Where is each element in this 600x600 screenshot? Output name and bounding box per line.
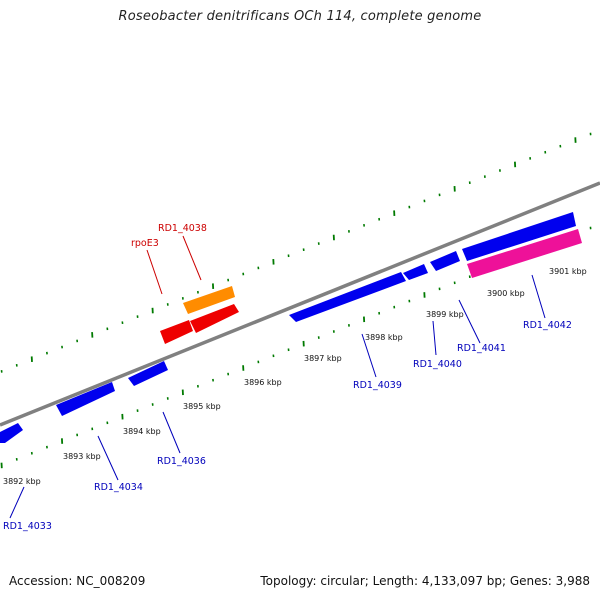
gene-label-rd1-4038[interactable]: RD1_4038 — [158, 223, 207, 234]
genome-summary-text: Topology: circular; Length: 4,133,097 bp… — [260, 574, 590, 588]
leader-rd1-4034 — [97, 435, 119, 481]
gene-rd1-4036[interactable] — [128, 361, 168, 386]
gene-label-rd1-4042[interactable]: RD1_4042 — [523, 320, 572, 331]
gene-label-rd1-4039[interactable]: RD1_4039 — [353, 380, 402, 391]
leader-lines — [9, 235, 546, 519]
scale-label: 3892 kbp — [3, 477, 41, 486]
gene-features — [0, 212, 582, 443]
leader-rpoe3 — [146, 249, 163, 295]
gene-rpoe3[interactable] — [160, 320, 193, 344]
leader-rd1-4041 — [458, 299, 481, 344]
gene-labels: RD1_4033 RD1_4034 RD1_4036 rpoE3 RD1_403… — [3, 223, 572, 532]
scale-label: 3898 kbp — [365, 333, 403, 342]
genome-backbone — [0, 181, 600, 427]
gene-label-rd1-4041[interactable]: RD1_4041 — [457, 343, 506, 354]
scale-labels: 3892 kbp 3893 kbp 3894 kbp 3895 kbp 3896… — [3, 267, 587, 486]
gene-rd1-4041[interactable] — [430, 251, 460, 271]
scale-label: 3894 kbp — [123, 427, 161, 436]
gene-rd1-4034[interactable] — [56, 382, 115, 416]
scale-label: 3899 kbp — [426, 310, 464, 319]
gene-rd1-4039[interactable] — [289, 272, 406, 322]
leader-rd1-4033 — [9, 486, 25, 519]
leader-rd1-4038 — [182, 235, 202, 281]
leader-rd1-4036 — [162, 411, 181, 454]
gene-rd1-4033[interactable] — [0, 423, 23, 443]
gene-label-rd1-4034[interactable]: RD1_4034 — [94, 482, 143, 493]
gene-rd1-4040[interactable] — [403, 264, 428, 280]
scale-label: 3900 kbp — [487, 289, 525, 298]
map-title: Roseobacter denitrificans OCh 114, compl… — [118, 9, 482, 24]
scale-label: 3896 kbp — [244, 378, 282, 387]
scale-label: 3895 kbp — [183, 402, 221, 411]
accession-text: Accession: NC_008209 — [9, 574, 146, 588]
gene-rd1-4042-pink[interactable] — [467, 229, 582, 278]
gene-rd1-4042[interactable] — [462, 212, 576, 261]
gene-label-rd1-4040[interactable]: RD1_4040 — [413, 359, 462, 370]
upper-tick-row — [0, 132, 592, 373]
gene-label-rpoe3[interactable]: rpoE3 — [131, 238, 159, 249]
leader-rd1-4040 — [432, 320, 437, 356]
scale-label: 3897 kbp — [304, 354, 342, 363]
scale-label: 3901 kbp — [549, 267, 587, 276]
gene-label-rd1-4036[interactable]: RD1_4036 — [157, 456, 206, 467]
leader-rd1-4042 — [531, 274, 546, 319]
leader-rd1-4039 — [361, 333, 377, 378]
scale-label: 3893 kbp — [63, 452, 101, 461]
gene-rd1-4038-red[interactable] — [190, 304, 239, 333]
gene-label-rd1-4033[interactable]: RD1_4033 — [3, 521, 52, 532]
gene-rd1-4038-orange[interactable] — [183, 286, 235, 314]
